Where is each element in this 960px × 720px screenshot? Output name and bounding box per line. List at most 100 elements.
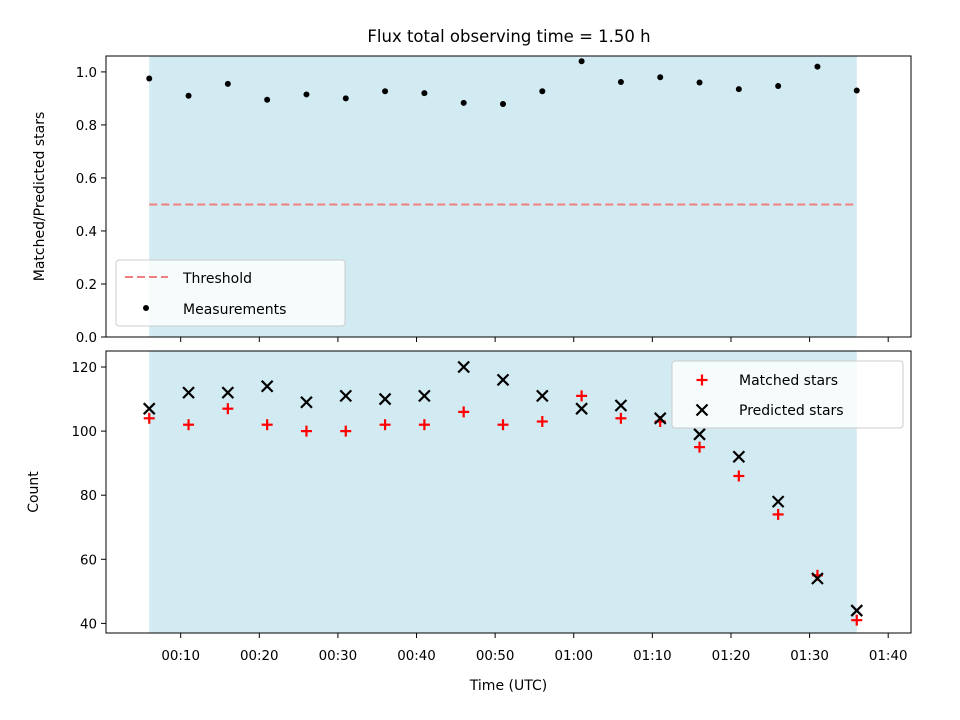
matched-star-marker <box>576 390 588 402</box>
bottom-legend: Matched stars Predicted stars <box>671 360 904 429</box>
measurement-point <box>578 58 585 65</box>
top-legend: Threshold Measurements <box>115 259 346 327</box>
count-points <box>142 360 864 626</box>
matched-star-marker <box>696 374 708 386</box>
x-tick-label: 01:40 <box>869 649 908 664</box>
predicted-legend-label: Predicted stars <box>739 403 844 419</box>
x-tick-label: 00:10 <box>161 649 200 664</box>
x-tick-label: 01:30 <box>790 649 829 664</box>
top-y-tick-label: 0.6 <box>76 172 97 187</box>
matched-star-marker <box>340 425 352 437</box>
x-tick-label: 01:10 <box>633 649 672 664</box>
bottom-y-tick-label: 80 <box>80 489 97 504</box>
predicted-star-marker <box>695 403 709 417</box>
predicted-star-marker <box>182 386 195 399</box>
predicted-star-marker <box>339 389 353 403</box>
matched-star-marker <box>851 614 863 626</box>
predicted-star-marker <box>378 392 392 406</box>
top-x-ticks <box>180 337 889 342</box>
predicted-star-marker <box>811 572 824 585</box>
bottom-panel: 40 60 80 100 120 00:10 00:20 00:30 00:40 00:50 01… <box>26 350 912 694</box>
measurement-point <box>460 99 467 106</box>
measurement-point <box>382 88 389 95</box>
matched-star-marker <box>458 406 470 418</box>
bottom-axes-frame <box>105 350 912 634</box>
top-y-tick-label: 1.0 <box>76 66 97 81</box>
matched-star-marker <box>733 470 745 482</box>
predicted-star-marker <box>300 395 313 409</box>
matched-star-marker <box>379 419 391 431</box>
matched-star-marker <box>222 403 234 415</box>
predicted-star-marker <box>732 450 746 464</box>
matched-star-marker <box>772 508 784 520</box>
predicted-star-marker <box>653 412 667 425</box>
bottom-y-tick-label: 40 <box>80 617 97 632</box>
matched-star-marker <box>694 441 706 453</box>
predicted-star-marker <box>142 402 156 415</box>
matched-star-marker <box>536 416 548 427</box>
measurement-point <box>224 80 231 87</box>
x-tick-label: 01:20 <box>712 649 751 664</box>
bottom-y-tick-label: 100 <box>71 425 97 440</box>
predicted-star-marker <box>496 373 510 387</box>
x-axis-label: Time (UTC) <box>469 678 547 694</box>
x-tick-label: 00:40 <box>397 649 436 664</box>
top-y-ticks: 0.0 0.2 0.4 0.6 0.8 1.0 <box>76 66 106 346</box>
top-panel: 0.0 0.2 0.4 0.6 0.8 1.0 Matched/Predicted sta… <box>32 55 912 346</box>
measurement-point <box>853 87 860 94</box>
measurement-point <box>617 78 624 85</box>
matched-star-marker <box>497 419 509 431</box>
predicted-star-marker <box>221 386 235 399</box>
predicted-star-marker <box>536 389 549 403</box>
predicted-star-marker <box>850 604 864 617</box>
bottom-y-tick-label: 60 <box>80 553 97 568</box>
measurement-point <box>539 88 546 95</box>
matched-star-marker <box>300 425 312 437</box>
measurement-point <box>146 75 153 82</box>
top-y-tick-label: 0.8 <box>76 119 97 134</box>
predicted-star-marker <box>418 389 431 403</box>
measurement-point <box>775 82 782 89</box>
matched-star-marker <box>615 412 627 424</box>
measurement-points <box>146 58 860 107</box>
measurement-point <box>696 79 703 86</box>
measurement-point <box>814 63 821 70</box>
threshold-legend-label: Threshold <box>182 271 252 287</box>
x-tick-label: 01:00 <box>554 649 593 664</box>
bottom-y-tick-label: 120 <box>71 361 97 376</box>
measurement-point <box>499 100 506 107</box>
measurement-point <box>264 96 271 103</box>
matched-legend-label: Matched stars <box>739 373 838 389</box>
measurement-point <box>342 95 349 102</box>
top-legend-box <box>115 259 346 327</box>
matched-star-marker <box>418 419 430 431</box>
measurement-legend-swatch <box>143 305 149 311</box>
matched-star-marker <box>183 419 195 431</box>
matched-star-marker <box>143 412 155 424</box>
x-tick-label: 00:20 <box>240 649 279 664</box>
predicted-star-marker <box>614 399 628 412</box>
measurement-point <box>421 90 428 97</box>
top-y-axis-label: Matched/Predicted stars <box>32 112 48 282</box>
predicted-star-marker <box>575 402 588 415</box>
bottom-y-ticks: 40 60 80 100 120 <box>71 361 106 632</box>
measurement-legend-label: Measurements <box>183 302 286 318</box>
measurement-point <box>303 91 310 98</box>
matched-star-marker <box>261 419 273 431</box>
top-axes-frame <box>105 55 912 338</box>
predicted-star-marker <box>693 428 706 441</box>
measurement-point <box>735 86 742 93</box>
chart-title: Flux total observing time = 1.50 h <box>367 27 650 46</box>
predicted-star-marker <box>771 495 785 508</box>
top-y-tick-label: 0.4 <box>76 225 97 240</box>
top-y-tick-label: 0.2 <box>76 278 97 293</box>
predicted-star-marker <box>457 360 470 374</box>
bottom-x-ticks: 00:10 00:20 00:30 00:40 00:50 01:00 01:10 01:20… <box>161 633 907 664</box>
bottom-legend-box <box>671 360 904 429</box>
bottom-y-axis-label: Count <box>26 471 42 513</box>
x-tick-label: 00:50 <box>476 649 515 664</box>
predicted-star-marker <box>260 379 274 393</box>
top-y-tick-label: 0.0 <box>76 331 97 346</box>
x-tick-label: 00:30 <box>319 649 358 664</box>
